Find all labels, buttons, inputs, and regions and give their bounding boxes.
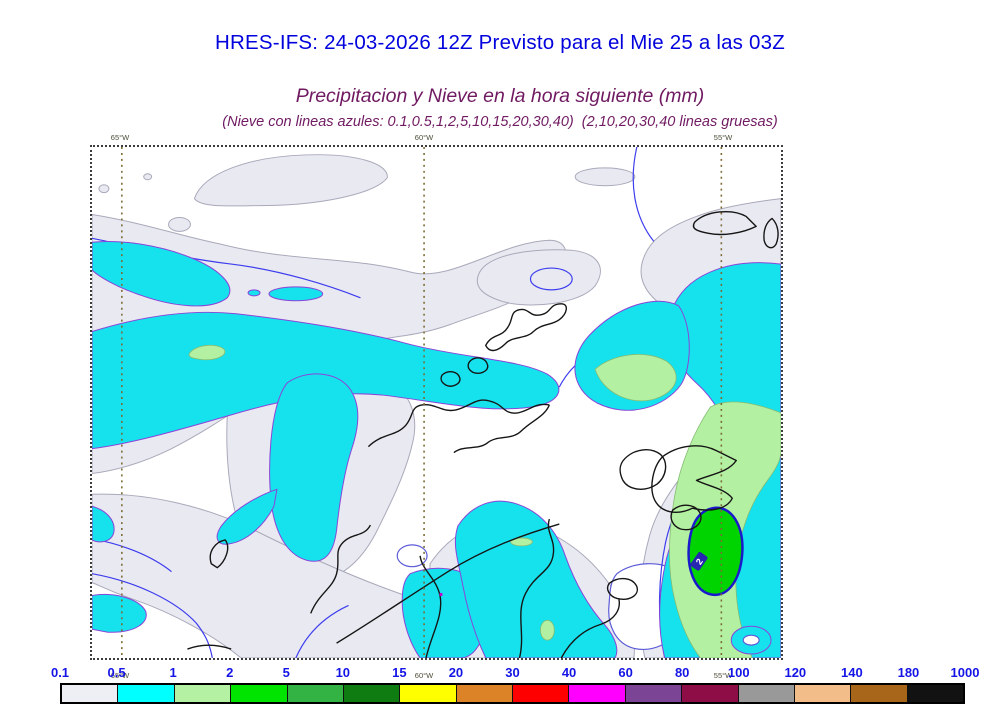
colorbar-swatch bbox=[682, 685, 739, 702]
colorbar-swatch bbox=[287, 685, 344, 702]
colorbar-swatch bbox=[513, 685, 570, 702]
colorbar-label: 40 bbox=[561, 665, 577, 680]
page-subnote: (Nieve con lineas azules: 0.1,0.5,1,2,5,… bbox=[222, 114, 778, 130]
colorbar-swatch bbox=[62, 685, 119, 702]
precip-map: 2 bbox=[92, 147, 781, 658]
colorbar-labels: 0.1 0.5 1 2 5 10 15 20 30 40 60 80 100 120 140 180 1000 bbox=[51, 665, 980, 681]
colorbar-swatch bbox=[231, 685, 288, 702]
colorbar-label: 60 bbox=[618, 665, 633, 680]
page-title: HRES-IFS: 24-03-2026 12Z Previsto para e… bbox=[215, 31, 785, 54]
colorbar-label: 80 bbox=[674, 665, 690, 680]
map-frame: 2 bbox=[90, 145, 783, 660]
colorbar-swatch bbox=[174, 685, 232, 702]
colorbar-swatch bbox=[851, 685, 908, 702]
colorbar-label: 1 bbox=[169, 665, 177, 680]
contour-label-group: 2 bbox=[690, 552, 708, 571]
colorbar-swatch bbox=[907, 685, 963, 702]
colorbar-swatch bbox=[738, 685, 795, 702]
colorbar-label: 15 bbox=[392, 665, 407, 680]
colorbar-swatch bbox=[118, 685, 175, 702]
colorbar-label: 180 bbox=[897, 665, 920, 680]
colorbar-label: 10 bbox=[335, 665, 351, 680]
colorbar-label: 30 bbox=[505, 665, 520, 680]
colorbar-label: 0.1 bbox=[50, 665, 70, 680]
colorbar-swatch bbox=[456, 685, 513, 702]
colorbar-swatch bbox=[569, 685, 626, 702]
colorbar-swatch bbox=[794, 685, 852, 702]
magenta-dot bbox=[439, 592, 443, 597]
colorbar-swatch bbox=[343, 685, 401, 702]
meridian-label: 65°W bbox=[110, 133, 130, 142]
colorbar-label: 120 bbox=[784, 665, 807, 680]
page-subtitle: Precipitacion y Nieve en la hora siguien… bbox=[295, 85, 705, 107]
colorbar-label: 20 bbox=[448, 665, 464, 680]
meridian-label: 60°W bbox=[414, 133, 434, 142]
colorbar-label: 140 bbox=[841, 665, 863, 680]
contour-label: 2 bbox=[694, 557, 705, 567]
colorbar-label: 0.5 bbox=[107, 665, 126, 680]
colorbar-label: 5 bbox=[282, 665, 290, 680]
precip-green-blob bbox=[687, 506, 744, 596]
colorbar-label: 100 bbox=[727, 665, 750, 680]
colorbar-swatch bbox=[400, 685, 457, 702]
colorbar-label: 2 bbox=[226, 665, 234, 680]
cyan-donut-hole bbox=[742, 634, 760, 646]
colorbar-swatch bbox=[625, 685, 683, 702]
meridian-lines bbox=[121, 147, 723, 658]
meridian-label: 60°W bbox=[414, 671, 434, 680]
meridian-label: 55°W bbox=[713, 133, 733, 142]
meridian-label: 65°W bbox=[110, 671, 130, 680]
colorbar-label: 1000 bbox=[950, 665, 980, 680]
colorbar bbox=[60, 683, 965, 704]
meridian-label: 55°W bbox=[713, 671, 733, 680]
